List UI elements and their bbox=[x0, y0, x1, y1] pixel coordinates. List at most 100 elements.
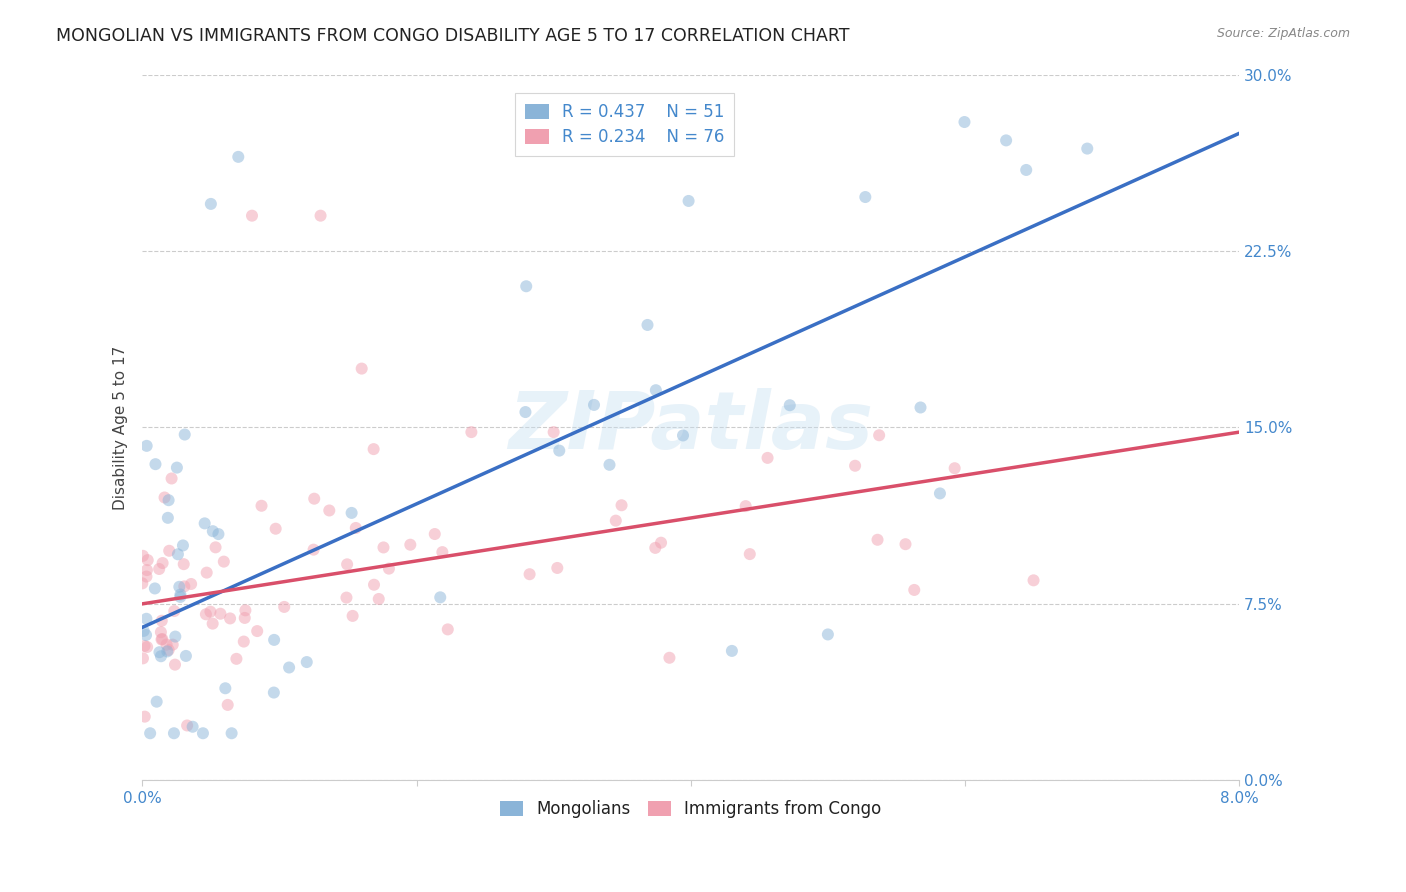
Point bbox=[543, 425, 565, 439]
Y-axis label: Disability Age 5 to 17: Disability Age 5 to 17 bbox=[114, 345, 128, 509]
Point bbox=[212, 555, 235, 569]
Point bbox=[363, 442, 385, 456]
Point bbox=[156, 511, 179, 525]
Point bbox=[143, 582, 166, 596]
Point bbox=[250, 499, 273, 513]
Point bbox=[201, 524, 224, 539]
Point bbox=[335, 591, 357, 605]
Point bbox=[756, 450, 779, 465]
Point bbox=[336, 558, 359, 572]
Point bbox=[264, 522, 287, 536]
Point bbox=[278, 660, 301, 674]
Point bbox=[191, 726, 214, 740]
Point bbox=[399, 538, 422, 552]
Point bbox=[152, 556, 174, 570]
Point bbox=[650, 535, 672, 549]
Point bbox=[169, 588, 191, 602]
Point bbox=[738, 547, 761, 561]
Point bbox=[135, 569, 157, 583]
Point bbox=[174, 648, 197, 663]
Point bbox=[598, 458, 620, 472]
Point bbox=[844, 458, 866, 473]
Point bbox=[340, 506, 363, 520]
Point bbox=[246, 624, 269, 638]
Point bbox=[302, 491, 325, 506]
Point bbox=[135, 612, 157, 626]
Point bbox=[779, 398, 801, 412]
Point bbox=[195, 566, 218, 580]
Text: Source: ZipAtlas.com: Source: ZipAtlas.com bbox=[1216, 27, 1350, 40]
Point bbox=[166, 460, 188, 475]
Point bbox=[929, 486, 952, 500]
Point bbox=[165, 630, 187, 644]
Point bbox=[853, 190, 876, 204]
Point bbox=[214, 681, 236, 696]
Point bbox=[953, 115, 976, 129]
Point bbox=[155, 638, 177, 652]
Point bbox=[145, 457, 167, 471]
Point bbox=[240, 209, 263, 223]
Text: MONGOLIAN VS IMMIGRANTS FROM CONGO DISABILITY AGE 5 TO 17 CORRELATION CHART: MONGOLIAN VS IMMIGRANTS FROM CONGO DISAB… bbox=[56, 27, 849, 45]
Point bbox=[672, 428, 695, 442]
Point bbox=[519, 567, 541, 582]
Point bbox=[134, 639, 156, 653]
Point bbox=[180, 577, 202, 591]
Point bbox=[136, 640, 159, 654]
Point bbox=[135, 628, 157, 642]
Point bbox=[200, 197, 222, 211]
Point bbox=[131, 576, 153, 591]
Point bbox=[172, 538, 194, 552]
Point bbox=[167, 547, 190, 561]
Point bbox=[169, 590, 191, 604]
Point bbox=[318, 503, 340, 517]
Point bbox=[943, 461, 966, 475]
Point bbox=[548, 443, 571, 458]
Point bbox=[157, 543, 180, 558]
Point bbox=[181, 720, 204, 734]
Point bbox=[163, 726, 186, 740]
Point bbox=[136, 553, 159, 567]
Point bbox=[432, 545, 454, 559]
Point bbox=[363, 578, 385, 592]
Point bbox=[515, 279, 537, 293]
Point bbox=[273, 599, 295, 614]
Point bbox=[1015, 163, 1038, 178]
Point bbox=[194, 516, 217, 531]
Point bbox=[233, 611, 256, 625]
Point bbox=[1022, 574, 1045, 588]
Point bbox=[232, 634, 254, 648]
Point bbox=[644, 541, 666, 555]
Point bbox=[201, 616, 224, 631]
Point bbox=[226, 150, 249, 164]
Point bbox=[194, 607, 217, 622]
Point bbox=[373, 541, 395, 555]
Point bbox=[221, 726, 243, 740]
Point bbox=[200, 605, 222, 619]
Point bbox=[263, 632, 285, 647]
Point bbox=[148, 562, 170, 576]
Point bbox=[546, 561, 568, 575]
Point bbox=[605, 514, 627, 528]
Point bbox=[515, 405, 537, 419]
Point bbox=[150, 614, 173, 628]
Point bbox=[263, 685, 285, 699]
Point bbox=[894, 537, 917, 551]
Point bbox=[344, 521, 367, 535]
Point bbox=[582, 398, 605, 412]
Point bbox=[367, 592, 389, 607]
Point bbox=[378, 561, 401, 575]
Point bbox=[173, 557, 195, 571]
Point bbox=[910, 401, 932, 415]
Point bbox=[637, 318, 659, 332]
Point bbox=[644, 383, 666, 397]
Point bbox=[163, 604, 186, 618]
Point bbox=[173, 579, 195, 593]
Point bbox=[150, 632, 173, 647]
Point bbox=[309, 209, 332, 223]
Text: ZIPatlas: ZIPatlas bbox=[508, 388, 873, 467]
Point bbox=[149, 625, 172, 640]
Point bbox=[903, 582, 925, 597]
Point bbox=[350, 361, 373, 376]
Point bbox=[217, 698, 239, 712]
Point bbox=[423, 527, 446, 541]
